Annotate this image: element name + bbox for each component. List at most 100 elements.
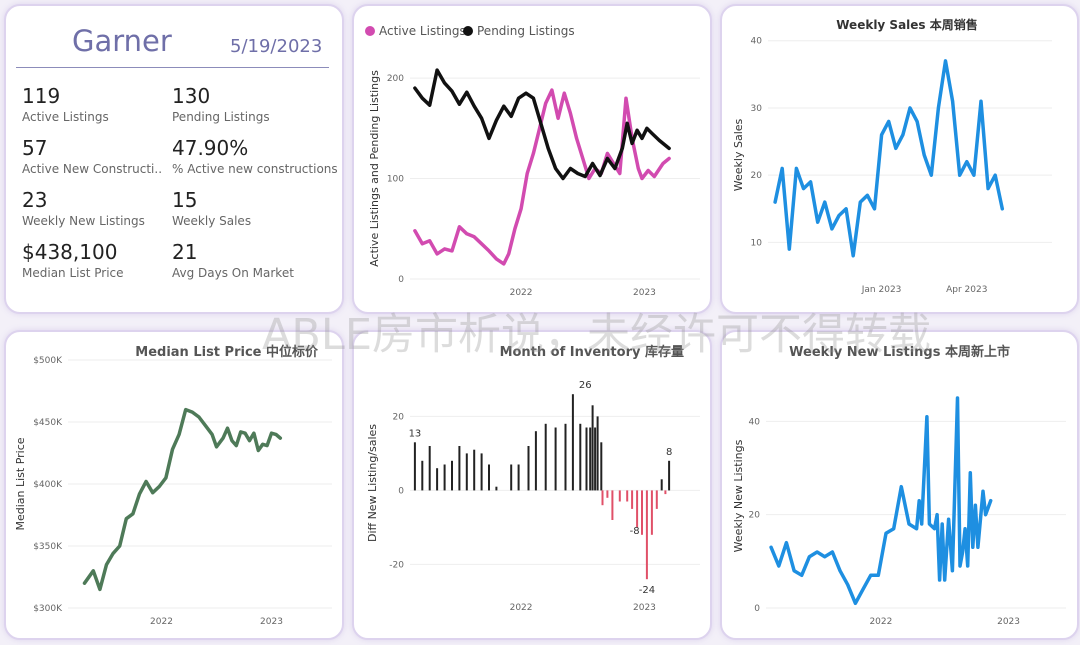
bar: [428, 446, 431, 491]
bar: [534, 431, 537, 491]
kpi-value: 21: [172, 240, 198, 264]
bar: [596, 416, 599, 491]
y-tick-label: 0: [398, 486, 404, 496]
y-tick-label: 10: [751, 238, 763, 248]
bar: [465, 453, 468, 491]
bar: [594, 427, 597, 491]
bar: [631, 490, 634, 509]
data-label: -24: [639, 585, 655, 596]
data-label: -8: [630, 526, 640, 537]
bar: [664, 490, 667, 495]
x-tick-label: Apr 2023: [946, 285, 987, 295]
y-tick-label: 20: [751, 171, 763, 181]
median-list-price-chart: $300K $350K $400K $450K $500K 2022 2023 Median …: [14, 344, 332, 627]
x-tick-label: 2022: [510, 603, 533, 613]
x-tick-label: 2022: [869, 617, 892, 627]
chart-title: Month of Inventory 库存量: [500, 344, 684, 360]
report-date: 5/19/2023: [230, 36, 323, 57]
weekly-new-listings-chart-card: 0 20 40 2022 2023 Weekly New Listings Weekly N…: [720, 330, 1079, 640]
y-axis-title: Active Listings and Pending Listings: [368, 70, 381, 267]
kpi-label: Weekly Sales: [172, 214, 252, 228]
bar: [564, 423, 567, 491]
bar: [591, 405, 594, 491]
kpi-value: 47.90%: [172, 136, 249, 160]
kpi-avg-days-on-market: 21 Avg Days On Market: [172, 240, 332, 280]
x-tick-label: 2023: [633, 603, 656, 613]
data-label: 13: [409, 428, 422, 439]
kpi-label: Avg Days On Market: [172, 266, 294, 280]
month-of-inventory-chart-card: -20 0 20 2022 2023 Diff New Listing/sales 13 26…: [352, 330, 712, 640]
title-divider: [16, 67, 329, 68]
bar: [473, 449, 476, 491]
y-tick-label: -20: [389, 560, 404, 570]
series-line-active-listings: [413, 88, 671, 266]
chart-title: Weekly New Listings 本周新上市: [789, 344, 1010, 360]
data-label: 8: [666, 447, 672, 458]
bar: [660, 479, 663, 491]
y-axis-title: Diff New Listing/sales: [366, 424, 379, 542]
chart-title: Median List Price 中位标价: [135, 344, 319, 360]
month-of-inventory-chart: -20 0 20 2022 2023 Diff New Listing/sales 13 26…: [366, 344, 700, 613]
series-line-pending-listings: [413, 68, 671, 181]
bar: [600, 442, 603, 491]
bar: [527, 446, 530, 491]
legend-marker-active: [365, 26, 375, 36]
bar: [636, 490, 639, 528]
weekly-sales-chart: 10 20 30 40 Jan 2023 Apr 2023 Weekly Sales Week…: [732, 17, 1052, 295]
data-label: 26: [579, 380, 592, 391]
x-tick-label: 2023: [260, 617, 283, 627]
y-tick-label: 20: [749, 511, 761, 521]
bar: [641, 490, 643, 535]
kpi-value: 57: [22, 136, 48, 160]
legend-label-active: Active Listings: [379, 24, 466, 38]
bar: [668, 460, 671, 491]
bar: [413, 442, 416, 491]
bar: [611, 490, 614, 520]
y-axis-title: Median List Price: [14, 437, 27, 530]
y-tick-label: $300K: [33, 604, 63, 614]
bar: [458, 446, 461, 491]
kpi-value: 23: [22, 188, 48, 212]
listings-chart: 0 100 200 2022 2023 Active Listings and Pendi…: [365, 24, 700, 298]
kpi-pending-listings: 130 Pending Listings: [172, 84, 332, 124]
x-tick-label: 2022: [150, 617, 173, 627]
bar: [601, 490, 604, 506]
bar: [571, 394, 574, 491]
summary-card: Garner 5/19/2023 119 Active Listings 130…: [4, 4, 344, 314]
y-tick-label: 0: [754, 604, 760, 614]
kpi-pct-active-new-constructions: 47.90% % Active new constructions: [172, 136, 337, 176]
listings-chart-card: 0 100 200 2022 2023 Active Listings and Pendi…: [352, 4, 712, 314]
kpi-label: Weekly New Listings: [22, 214, 145, 228]
y-axis-title: Weekly Sales: [732, 118, 745, 191]
bar: [655, 490, 658, 509]
kpi-label: Median List Price: [22, 266, 124, 280]
y-tick-label: 40: [749, 417, 761, 427]
kpi-weekly-sales: 15 Weekly Sales: [172, 188, 332, 228]
kpi-label: Active New Constructi...: [22, 162, 162, 176]
bar: [544, 423, 547, 491]
kpi-active-listings: 119 Active Listings: [22, 84, 162, 124]
bar: [510, 464, 513, 491]
y-tick-label: 30: [751, 104, 763, 114]
kpi-value: 130: [172, 84, 211, 108]
bar: [517, 464, 520, 491]
kpi-label: Pending Listings: [172, 110, 270, 124]
y-tick-label: $450K: [33, 418, 63, 428]
kpi-label: Active Listings: [22, 110, 109, 124]
bar: [451, 460, 453, 491]
y-tick-label: 40: [751, 37, 763, 47]
y-tick-label: $350K: [33, 542, 63, 552]
x-tick-label: 2022: [510, 288, 533, 298]
kpi-value: $438,100: [22, 240, 118, 264]
kpi-value: 15: [172, 188, 198, 212]
chart-title: Weekly Sales 本周销售: [836, 17, 978, 32]
bar: [618, 490, 621, 502]
bar: [443, 464, 446, 491]
weekly-new-listings-chart: 0 20 40 2022 2023 Weekly New Listings Weekly N…: [732, 344, 1066, 627]
y-tick-label: $400K: [33, 480, 63, 490]
kpi-label: % Active new constructions: [172, 162, 337, 176]
bar: [589, 427, 592, 491]
y-axis-title: Weekly New Listings: [732, 439, 745, 552]
series-line-weekly-sales: [773, 59, 1005, 258]
bar: [480, 453, 483, 491]
